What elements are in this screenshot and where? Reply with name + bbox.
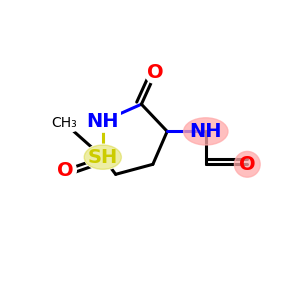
Ellipse shape	[234, 152, 260, 177]
Ellipse shape	[47, 113, 81, 133]
Text: NH: NH	[190, 122, 222, 141]
Ellipse shape	[145, 62, 167, 83]
Ellipse shape	[56, 160, 76, 180]
Ellipse shape	[84, 144, 122, 170]
Ellipse shape	[84, 145, 122, 169]
Ellipse shape	[184, 118, 228, 145]
Text: CH₃: CH₃	[51, 116, 77, 130]
Text: O: O	[239, 155, 256, 174]
Text: SH: SH	[88, 148, 118, 167]
Text: NH: NH	[86, 112, 119, 131]
Ellipse shape	[88, 111, 117, 131]
Text: O: O	[147, 63, 164, 82]
Text: O: O	[57, 160, 74, 179]
Ellipse shape	[55, 159, 76, 181]
Ellipse shape	[146, 63, 166, 83]
